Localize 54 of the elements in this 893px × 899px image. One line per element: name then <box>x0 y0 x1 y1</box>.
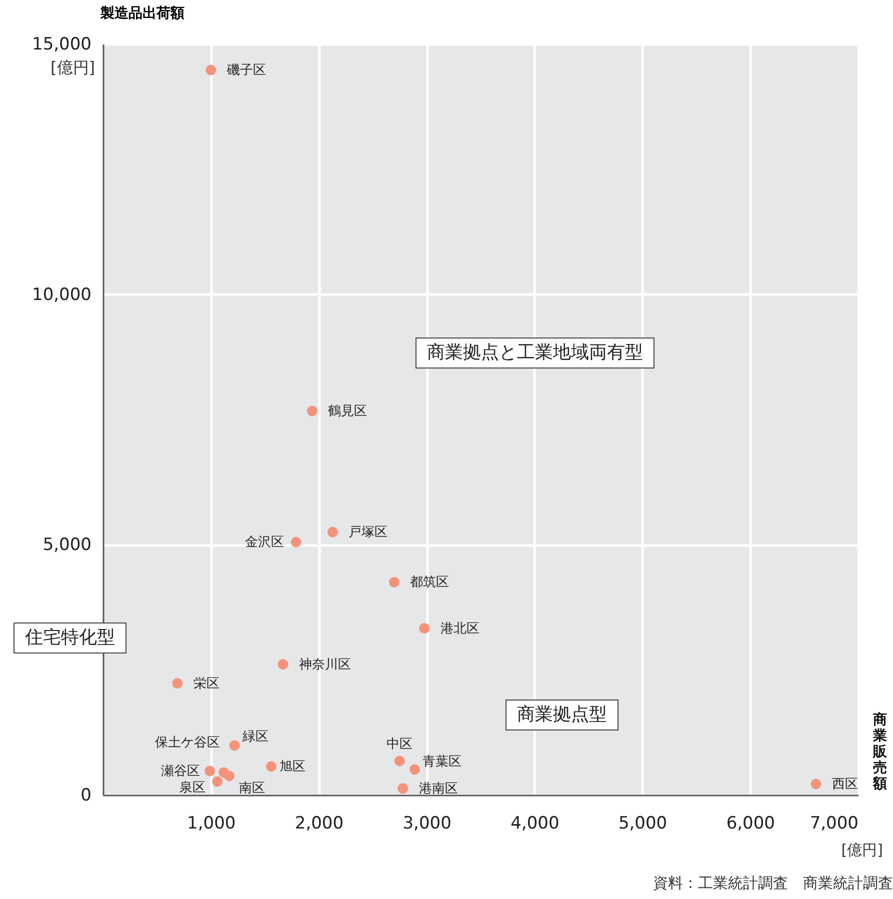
y-tick-label: 0 <box>80 786 92 806</box>
text: [億円] <box>841 841 883 859</box>
annotation: 西区 <box>832 776 858 792</box>
x-tick-label: 3,000 <box>402 814 452 834</box>
annotation: 南区 <box>239 780 266 796</box>
x-tick-label: 5,000 <box>618 814 668 834</box>
point <box>290 536 302 548</box>
annotation: 神奈川区 <box>299 657 352 672</box>
x-tick-label: 4,000 <box>510 814 560 834</box>
point <box>172 678 183 689</box>
y-tick-label: 15,000 <box>32 34 92 54</box>
annotation: 旭区 <box>279 759 306 774</box>
point <box>212 776 223 787</box>
point <box>409 764 420 775</box>
annotation: 瀬谷区 <box>160 764 200 779</box>
point <box>278 659 288 670</box>
annotation: 泉区 <box>179 780 206 796</box>
x-tick-label: 2,000 <box>294 814 344 834</box>
text: [億円] <box>50 58 95 77</box>
annotation: 青葉区 <box>422 754 462 770</box>
annotation: 住宅特化型 <box>24 627 115 648</box>
point <box>204 766 216 776</box>
annotation: 商業拠点型 <box>517 704 607 725</box>
point <box>266 761 276 772</box>
point <box>224 770 234 782</box>
point <box>206 64 216 76</box>
point <box>419 623 430 634</box>
annotation: 都筑区 <box>410 575 450 590</box>
x-axis-title: 商業販売額 <box>872 711 888 792</box>
point <box>398 783 408 794</box>
annotation: 港南区 <box>418 781 458 796</box>
point <box>388 576 400 588</box>
annotation: 栄区 <box>193 676 220 692</box>
annotation: 戸塚区 <box>348 525 388 540</box>
text: 資料：工業統計調査 商業統計調査 <box>653 874 893 892</box>
annotation: 商業拠点と工業地域両有型 <box>427 342 643 363</box>
point <box>307 406 318 416</box>
y-tick-label: 5,000 <box>42 535 92 556</box>
point <box>229 740 240 751</box>
annotation: 中区 <box>386 736 413 752</box>
x-tick-label: 6,000 <box>726 814 775 834</box>
x-tick-label: 7,000 <box>810 814 858 834</box>
y-axis-title: 製造品出荷額 <box>100 4 184 22</box>
point <box>327 526 338 538</box>
annotation: 金沢区 <box>245 535 284 550</box>
annotation: 緑区 <box>242 729 269 744</box>
annotation: 鶴見区 <box>328 404 368 419</box>
annotation: 保土ケ谷区 <box>154 735 220 750</box>
x-tick-label: 1,000 <box>187 814 236 834</box>
point <box>394 756 405 766</box>
y-tick-label: 10,000 <box>32 284 92 305</box>
annotation: 磯子区 <box>226 63 266 78</box>
point <box>810 778 822 790</box>
annotation: 港北区 <box>440 621 480 636</box>
